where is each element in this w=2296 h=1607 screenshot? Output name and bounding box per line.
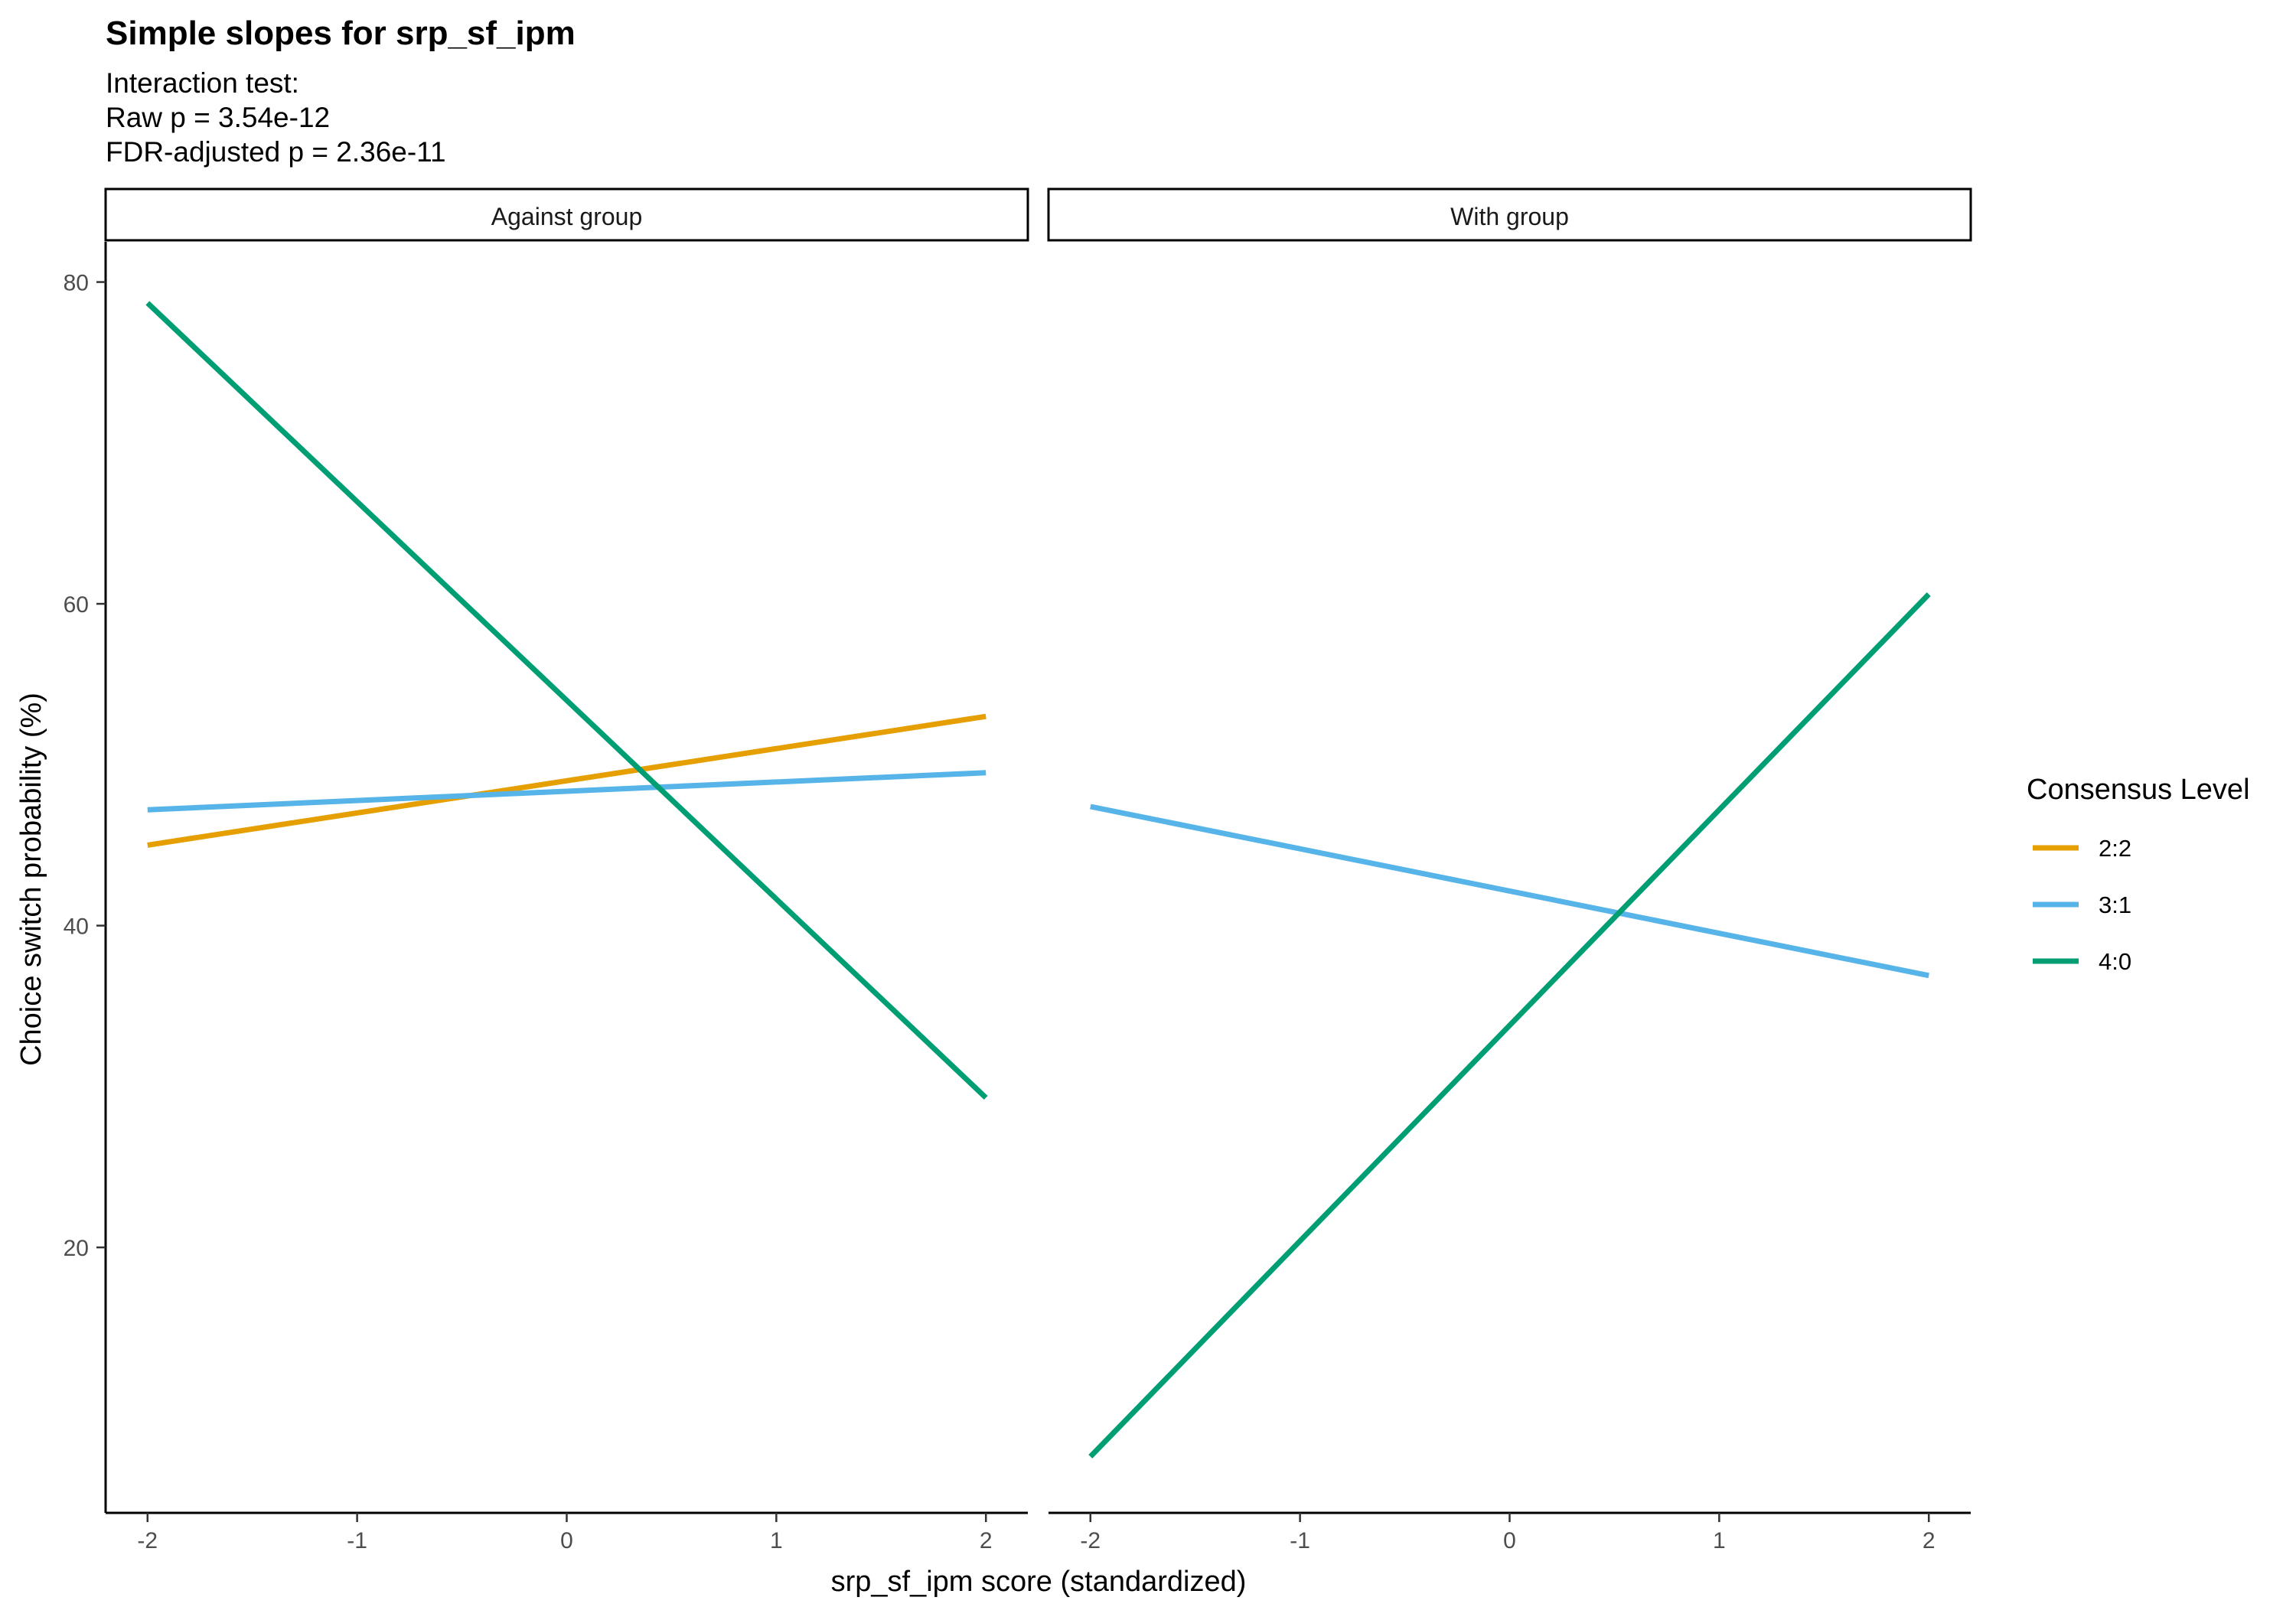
x-tick-label-1-2: 0 [560,1528,573,1553]
y-tick-label-2: 60 [64,592,89,618]
x-tick-label-2-0: -2 [1080,1528,1101,1553]
series-line-1-2-2 [147,713,987,848]
x-tick-label-1-3: 1 [770,1528,783,1553]
facet-strip-label-1: Against group [491,203,642,230]
facet-strip-1 [104,187,1029,242]
panel-2: With group -2 -1 0 1 2 [1047,187,1972,1553]
y-axis-title: Choice switch probability (%) [15,693,47,1066]
panel-1: Against group -2 -1 0 1 2 20 40 60 80 [64,187,1029,1553]
x-tick-label-2-3: 1 [1713,1528,1726,1553]
series-line-2-4-0 [1088,592,1931,1459]
y-tick-label-1: 40 [64,914,89,940]
legend: Consensus Level 2:2 3:1 4:0 [2027,774,2250,975]
subtitle-line-1: Interaction test: [106,67,299,99]
x-tick-label-1-4: 2 [980,1528,993,1553]
facet-strip-2 [1047,187,1972,242]
legend-label-2-2: 2:2 [2099,835,2131,862]
facet-strip-label-2: With group [1450,203,1569,230]
y-tick-label-3: 80 [64,271,89,296]
legend-title: Consensus Level [2027,774,2250,806]
subtitle-line-3: FDR-adjusted p = 2.36e-11 [106,136,446,168]
x-tick-label-2-4: 2 [1923,1528,1936,1553]
x-axis-title: srp_sf_ipm score (standardized) [831,1566,1247,1598]
x-tick-label-2-1: -1 [1290,1528,1310,1553]
x-tick-label-2-2: 0 [1503,1528,1516,1553]
x-tick-label-1-1: -1 [347,1528,367,1553]
legend-label-4-0: 4:0 [2099,948,2131,975]
series-line-1-4-0 [145,301,988,1100]
subtitle-line-2: Raw p = 3.54e-12 [106,102,330,133]
x-tick-label-1-0: -2 [137,1528,158,1553]
chart-title: Simple slopes for srp_sf_ipm [106,15,576,52]
series-line-1-3-1 [147,770,987,813]
series-line-2-3-1 [1090,804,1929,979]
legend-label-3-1: 3:1 [2099,892,2131,918]
y-tick-label-0: 20 [64,1236,89,1261]
